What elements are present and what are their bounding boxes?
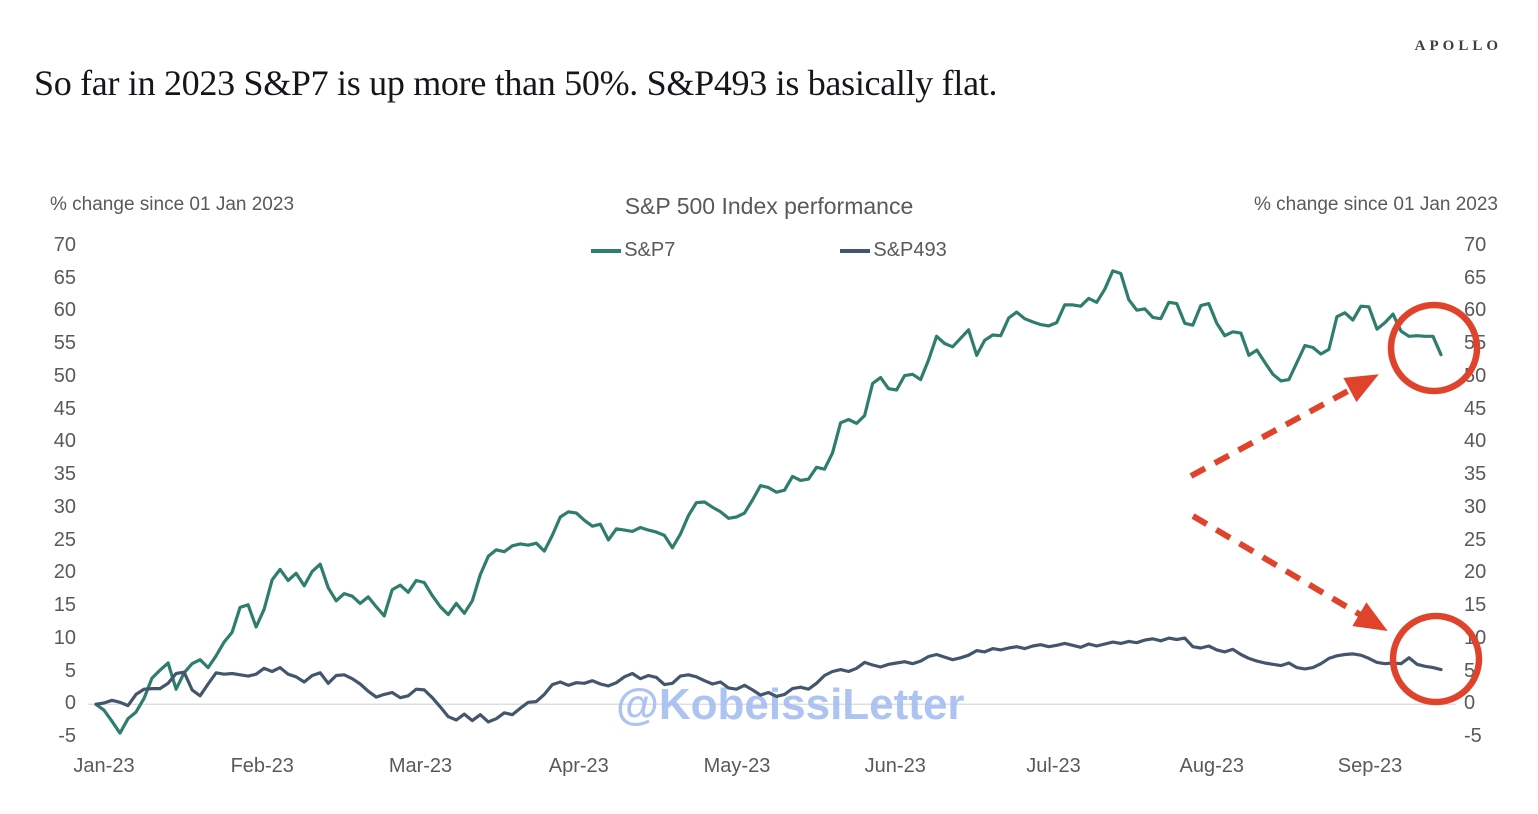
y-tick-label-left: 25 — [53, 528, 76, 551]
y-tick-label-left: 30 — [53, 495, 76, 518]
y-tick-label-right: 60 — [1464, 299, 1487, 322]
y-tick-label-left: 55 — [53, 332, 76, 355]
y-tick-label-right: 25 — [1464, 528, 1487, 551]
y-axis-right: 70 65 60 55 50 45 40 35 30 25 20 15 10 5 0 -5 — [1464, 0, 1514, 814]
y-tick-label-left: 50 — [53, 364, 76, 387]
y-tick-label-right: 55 — [1464, 332, 1487, 355]
y-axis-left: 70 65 60 55 50 45 40 35 30 25 20 15 10 5 0 -5 — [26, 0, 76, 814]
y-tick-label-left: -5 — [58, 725, 76, 747]
x-tick-label: May-23 — [703, 755, 771, 777]
y-tick-label-right: 35 — [1464, 463, 1487, 486]
series-line-sp493 — [94, 636, 1443, 724]
y-tick-label-right: -5 — [1464, 725, 1482, 747]
right-axis-title: % change since 01 Jan 2023 — [1253, 194, 1498, 215]
y-tick-label-left: 20 — [53, 561, 76, 584]
y-tick-label-left: 60 — [53, 299, 76, 322]
y-tick-label-left: 10 — [53, 626, 76, 649]
annotation-arrow-down — [1191, 513, 1388, 631]
sp493-legend-label: S&P493 — [873, 239, 947, 261]
y-tick-label-right: 5 — [1464, 659, 1476, 682]
y-tick-label-right: 50 — [1464, 364, 1487, 387]
x-axis: Jan-23 Feb-23 Mar-23 Apr-23 May-23 Jun-23 Jul-… — [0, 755, 1538, 783]
legend: S&P7 S&P493 — [0, 239, 1538, 262]
x-tick-label: Aug-23 — [1179, 755, 1245, 777]
legend-item-sp7: S&P7 — [591, 239, 675, 262]
y-tick-label-right: 30 — [1464, 495, 1487, 518]
x-tick-label: Jul-23 — [1026, 755, 1081, 777]
x-tick-label: Apr-23 — [548, 755, 609, 777]
y-tick-label-left: 40 — [53, 430, 76, 453]
x-tick-label: Feb-23 — [230, 755, 294, 777]
x-tick-label: Jan-23 — [73, 755, 135, 777]
y-tick-label-left: 15 — [53, 594, 76, 617]
y-tick-label-left: 5 — [64, 659, 76, 682]
y-tick-label-left: 65 — [53, 266, 76, 289]
sp7-legend-label: S&P7 — [624, 239, 676, 261]
y-tick-label-right: 10 — [1464, 626, 1487, 649]
y-tick-label-right: 20 — [1464, 561, 1487, 584]
headline: So far in 2023 S&P7 is up more than 50%.… — [34, 63, 998, 103]
y-tick-label-right: 70 — [1464, 234, 1487, 256]
left-axis-title: % change since 01 Jan 2023 — [50, 194, 295, 215]
legend-item-sp493: S&P493 — [840, 239, 947, 262]
y-tick-label-right: 65 — [1464, 266, 1487, 289]
y-tick-label-left: 45 — [53, 397, 76, 420]
y-tick-label-left: 0 — [64, 692, 76, 715]
y-tick-label-right: 40 — [1464, 430, 1487, 453]
x-tick-label: Sep-23 — [1337, 755, 1403, 777]
sp7-legend-swatch — [591, 248, 622, 253]
series-line-sp7 — [94, 269, 1443, 735]
y-tick-label-right: 45 — [1464, 397, 1487, 420]
sp493-legend-swatch — [840, 248, 871, 253]
y-tick-label-left: 35 — [53, 463, 76, 486]
y-tick-label-right: 15 — [1464, 594, 1487, 617]
y-tick-label-right: 0 — [1464, 692, 1476, 715]
y-tick-label-left: 70 — [53, 234, 76, 256]
x-tick-label: Mar-23 — [388, 755, 453, 777]
apollo-logo: APOLLO — [1414, 38, 1502, 54]
chart-title: S&P 500 Index performance — [624, 193, 914, 219]
annotation-arrow-up — [1189, 374, 1379, 479]
watermark: @KobeissiLetter — [616, 680, 965, 729]
x-tick-label: Jun-23 — [864, 755, 926, 777]
